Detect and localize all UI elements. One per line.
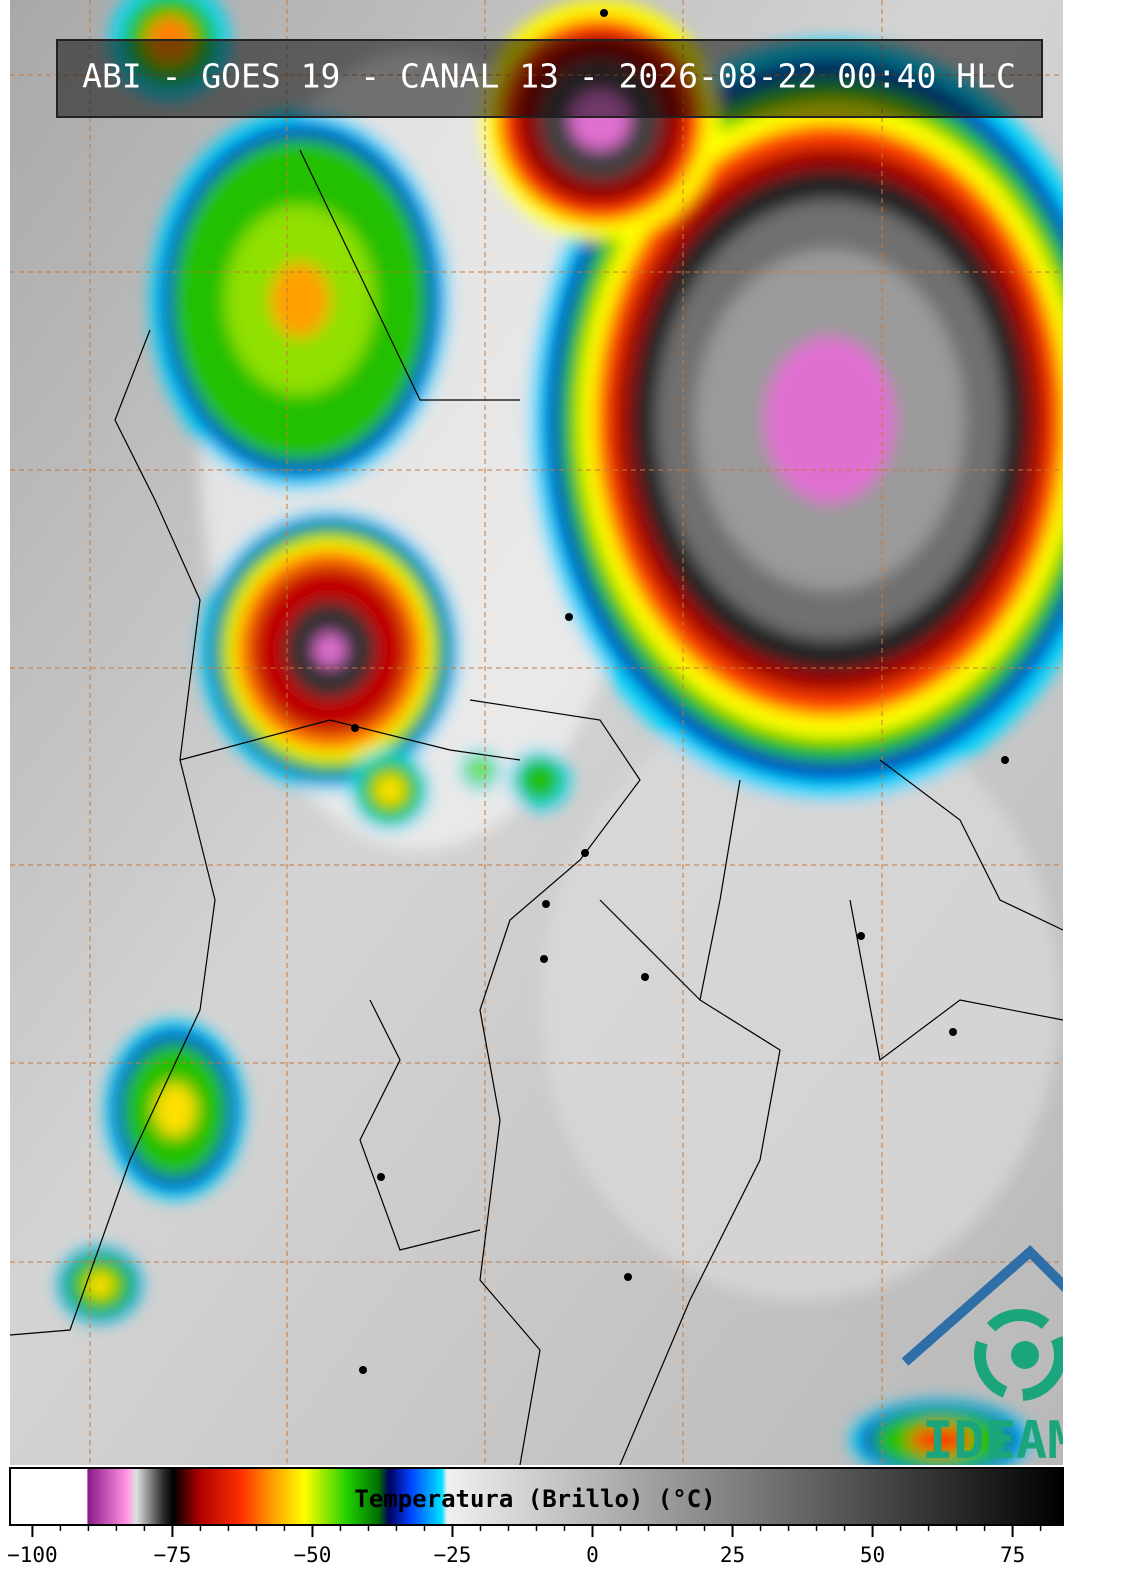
city bbox=[641, 973, 649, 981]
cloud bbox=[374, 774, 406, 806]
city bbox=[565, 613, 573, 621]
colorbar-ticks: −100 −75 −50 −25 0 25 50 75 bbox=[7, 1525, 1042, 1567]
tick-label: 75 bbox=[1000, 1543, 1025, 1567]
satellite-image: IDEAM bbox=[10, 0, 1079, 1471]
city bbox=[351, 724, 359, 732]
cloud bbox=[314, 633, 346, 667]
city bbox=[581, 849, 589, 857]
cloud bbox=[85, 1271, 115, 1299]
cloud bbox=[517, 757, 563, 803]
tick-label: −50 bbox=[293, 1543, 331, 1567]
cities bbox=[351, 9, 1009, 1374]
logo: IDEAM bbox=[901, 1245, 1079, 1471]
colorbar bbox=[9, 1467, 1064, 1526]
city bbox=[624, 1273, 632, 1281]
title: ABI - GOES 19 - CANAL 13 - 2026-08-22 00… bbox=[82, 57, 1016, 96]
tick-label: 0 bbox=[586, 1543, 599, 1567]
title-box bbox=[56, 39, 1043, 118]
city bbox=[1001, 756, 1009, 764]
city bbox=[600, 9, 608, 17]
tick-label: −100 bbox=[7, 1543, 58, 1567]
cloud bbox=[540, 700, 1060, 1300]
graticule bbox=[10, 0, 1063, 1465]
city bbox=[542, 900, 550, 908]
logo-text: IDEAM bbox=[922, 1411, 1079, 1471]
cloud bbox=[154, 1083, 196, 1137]
city bbox=[857, 932, 865, 940]
city bbox=[949, 1028, 957, 1036]
tick-label: −75 bbox=[153, 1543, 191, 1567]
borders bbox=[10, 149, 1063, 1465]
cloud bbox=[270, 262, 330, 338]
tick-label: −25 bbox=[434, 1543, 472, 1567]
colorbar-label: Temperatura (Brillo) (°C) bbox=[354, 1485, 715, 1513]
cloud bbox=[908, 1426, 972, 1454]
tick-label: 50 bbox=[860, 1543, 885, 1567]
city bbox=[540, 955, 548, 963]
city bbox=[359, 1366, 367, 1374]
city bbox=[377, 1173, 385, 1181]
tick-label: 25 bbox=[720, 1543, 745, 1567]
cloud bbox=[764, 336, 896, 504]
cloud bbox=[466, 756, 494, 784]
